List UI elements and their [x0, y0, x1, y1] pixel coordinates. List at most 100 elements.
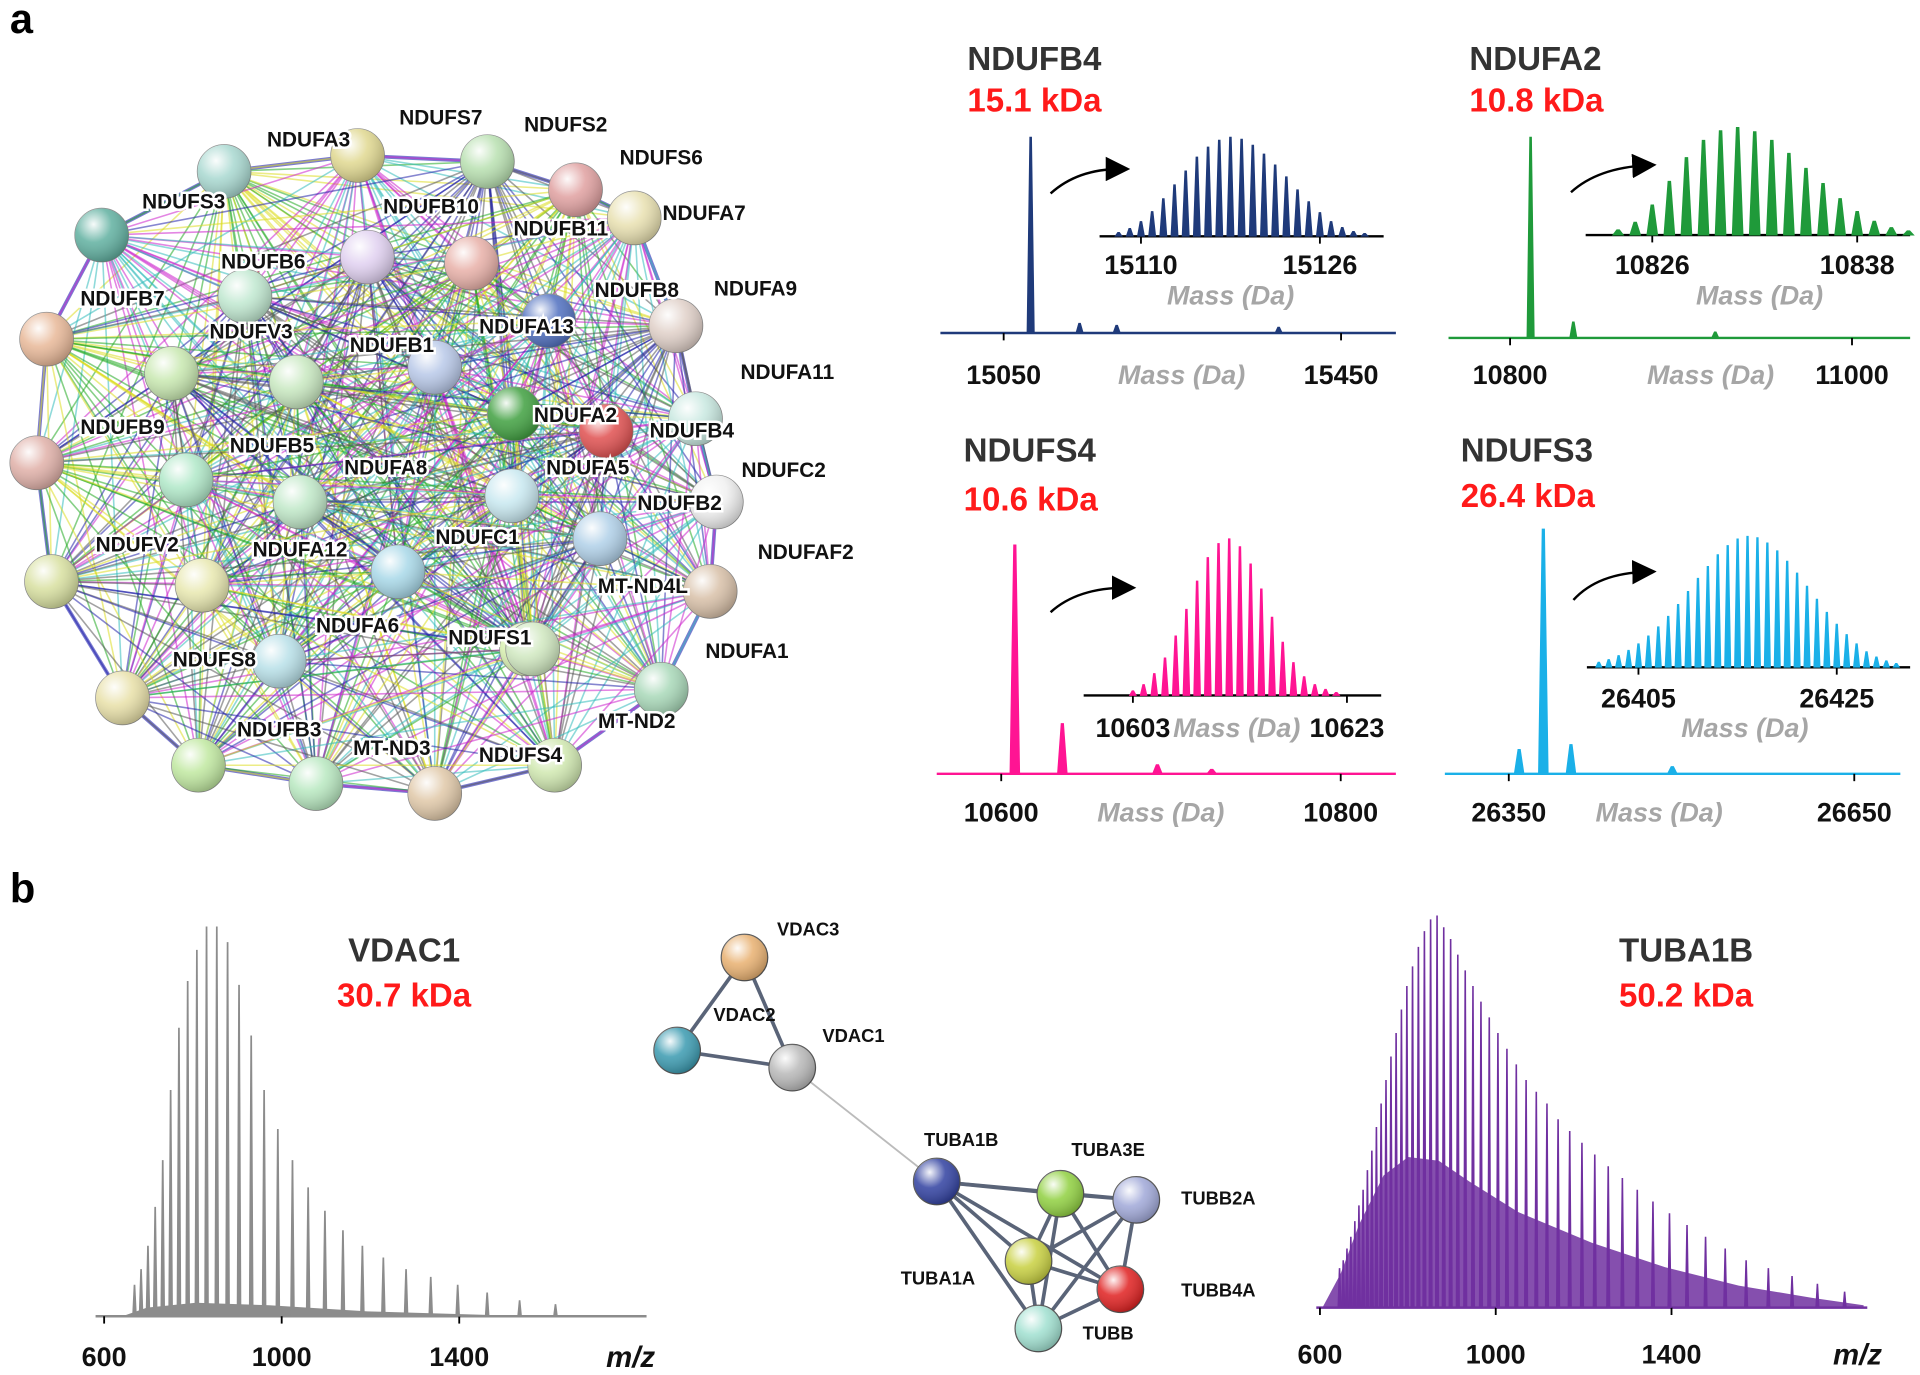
edge [100, 234, 280, 662]
peak [1128, 690, 1137, 696]
x-tick-label: 26425 [1799, 683, 1874, 713]
edge [791, 1066, 938, 1183]
peak [1193, 580, 1201, 696]
edge [170, 373, 280, 662]
edge [525, 430, 607, 650]
peak [1161, 657, 1169, 696]
x-tick-label: 10838 [1820, 250, 1895, 280]
edge [36, 462, 711, 593]
node-label: NDUFA9 [714, 278, 797, 301]
edge [121, 479, 187, 699]
edge [122, 571, 399, 699]
peak [1644, 635, 1652, 668]
node-label: NDUFS7 [399, 106, 482, 129]
peak [1646, 204, 1659, 236]
x-axis-label: Mass (Da) [1097, 797, 1224, 827]
node-label: MT-ND4L [598, 575, 688, 598]
node-label: NDUFA2 [534, 404, 617, 427]
peak [261, 1090, 267, 1317]
node-gloss [159, 453, 214, 507]
mass-label: 10.6 kDa [964, 482, 1099, 519]
edge [198, 688, 662, 767]
edge [51, 495, 513, 583]
x-tick-label: 15110 [1104, 250, 1177, 280]
node-gloss [197, 144, 252, 199]
x-tick-label: 26650 [1817, 797, 1892, 827]
x-tick-label: 10623 [1310, 713, 1385, 743]
edge [171, 372, 717, 503]
node-gloss [721, 934, 768, 981]
edge [170, 372, 399, 573]
peak [1565, 744, 1577, 775]
panel-label: a [10, 0, 34, 42]
edge [554, 590, 711, 766]
peak [1513, 748, 1525, 775]
peak [1714, 554, 1722, 668]
edge [51, 501, 301, 583]
node-gloss [521, 293, 576, 348]
edge [46, 295, 246, 340]
peak [1428, 919, 1433, 1309]
peak [1192, 156, 1201, 237]
edge [36, 462, 200, 766]
peak [1538, 528, 1549, 775]
edge [198, 648, 533, 767]
edge [122, 697, 317, 785]
node-label: NDUFB9 [80, 416, 164, 439]
peak [1765, 139, 1778, 236]
node-label: NDUFC2 [742, 459, 826, 482]
peak [1226, 136, 1235, 237]
peak [1289, 662, 1298, 696]
peak [1753, 537, 1761, 668]
x-axis-label: Mass (Da) [1647, 360, 1774, 390]
peak [1125, 228, 1134, 237]
node-label: VDAC2 [713, 1004, 775, 1025]
node-label: MT-ND3 [353, 737, 430, 760]
peak [1605, 659, 1613, 668]
peak [1800, 167, 1812, 236]
peak [1694, 577, 1702, 668]
spectrum-title: TUBA1B [1619, 932, 1753, 969]
edge [315, 648, 534, 785]
peak [1783, 152, 1795, 236]
node-label: NDUFAF2 [758, 541, 854, 564]
peak [1182, 608, 1191, 696]
peak [1448, 938, 1453, 1309]
peak [1214, 543, 1223, 696]
edge [513, 413, 528, 649]
node-gloss [487, 386, 542, 441]
edge [171, 320, 549, 375]
node-label: NDUFA8 [344, 456, 427, 479]
peak [1204, 146, 1213, 237]
peak [1455, 954, 1460, 1309]
peak [1495, 1033, 1501, 1309]
node-gloss [269, 355, 324, 409]
peak [248, 1035, 254, 1317]
peak [1823, 611, 1831, 668]
node-label: NDUFS6 [620, 147, 703, 170]
peak [305, 1187, 311, 1317]
peak [1344, 1248, 1350, 1309]
node-gloss [505, 621, 560, 676]
edge [171, 262, 472, 375]
node-label: TUBA3E [1071, 1139, 1144, 1160]
peak [1274, 326, 1283, 334]
x-tick-label: 10800 [1473, 360, 1548, 390]
peak [1606, 1166, 1611, 1309]
peak [1026, 136, 1035, 334]
node-label: NDUFA7 [662, 202, 745, 225]
peak [1579, 1142, 1585, 1309]
peak [1748, 131, 1761, 236]
peak [1361, 1189, 1366, 1309]
peak [225, 942, 230, 1317]
node-label: NDUFB1 [350, 334, 434, 357]
edge [197, 413, 515, 766]
peak [1379, 1103, 1384, 1309]
edge [553, 189, 577, 766]
edge [201, 584, 662, 691]
peak [1181, 170, 1190, 237]
peak [1803, 585, 1811, 668]
peak [1441, 927, 1446, 1309]
peak [1112, 324, 1121, 334]
x-tick-label: 10603 [1095, 713, 1170, 743]
